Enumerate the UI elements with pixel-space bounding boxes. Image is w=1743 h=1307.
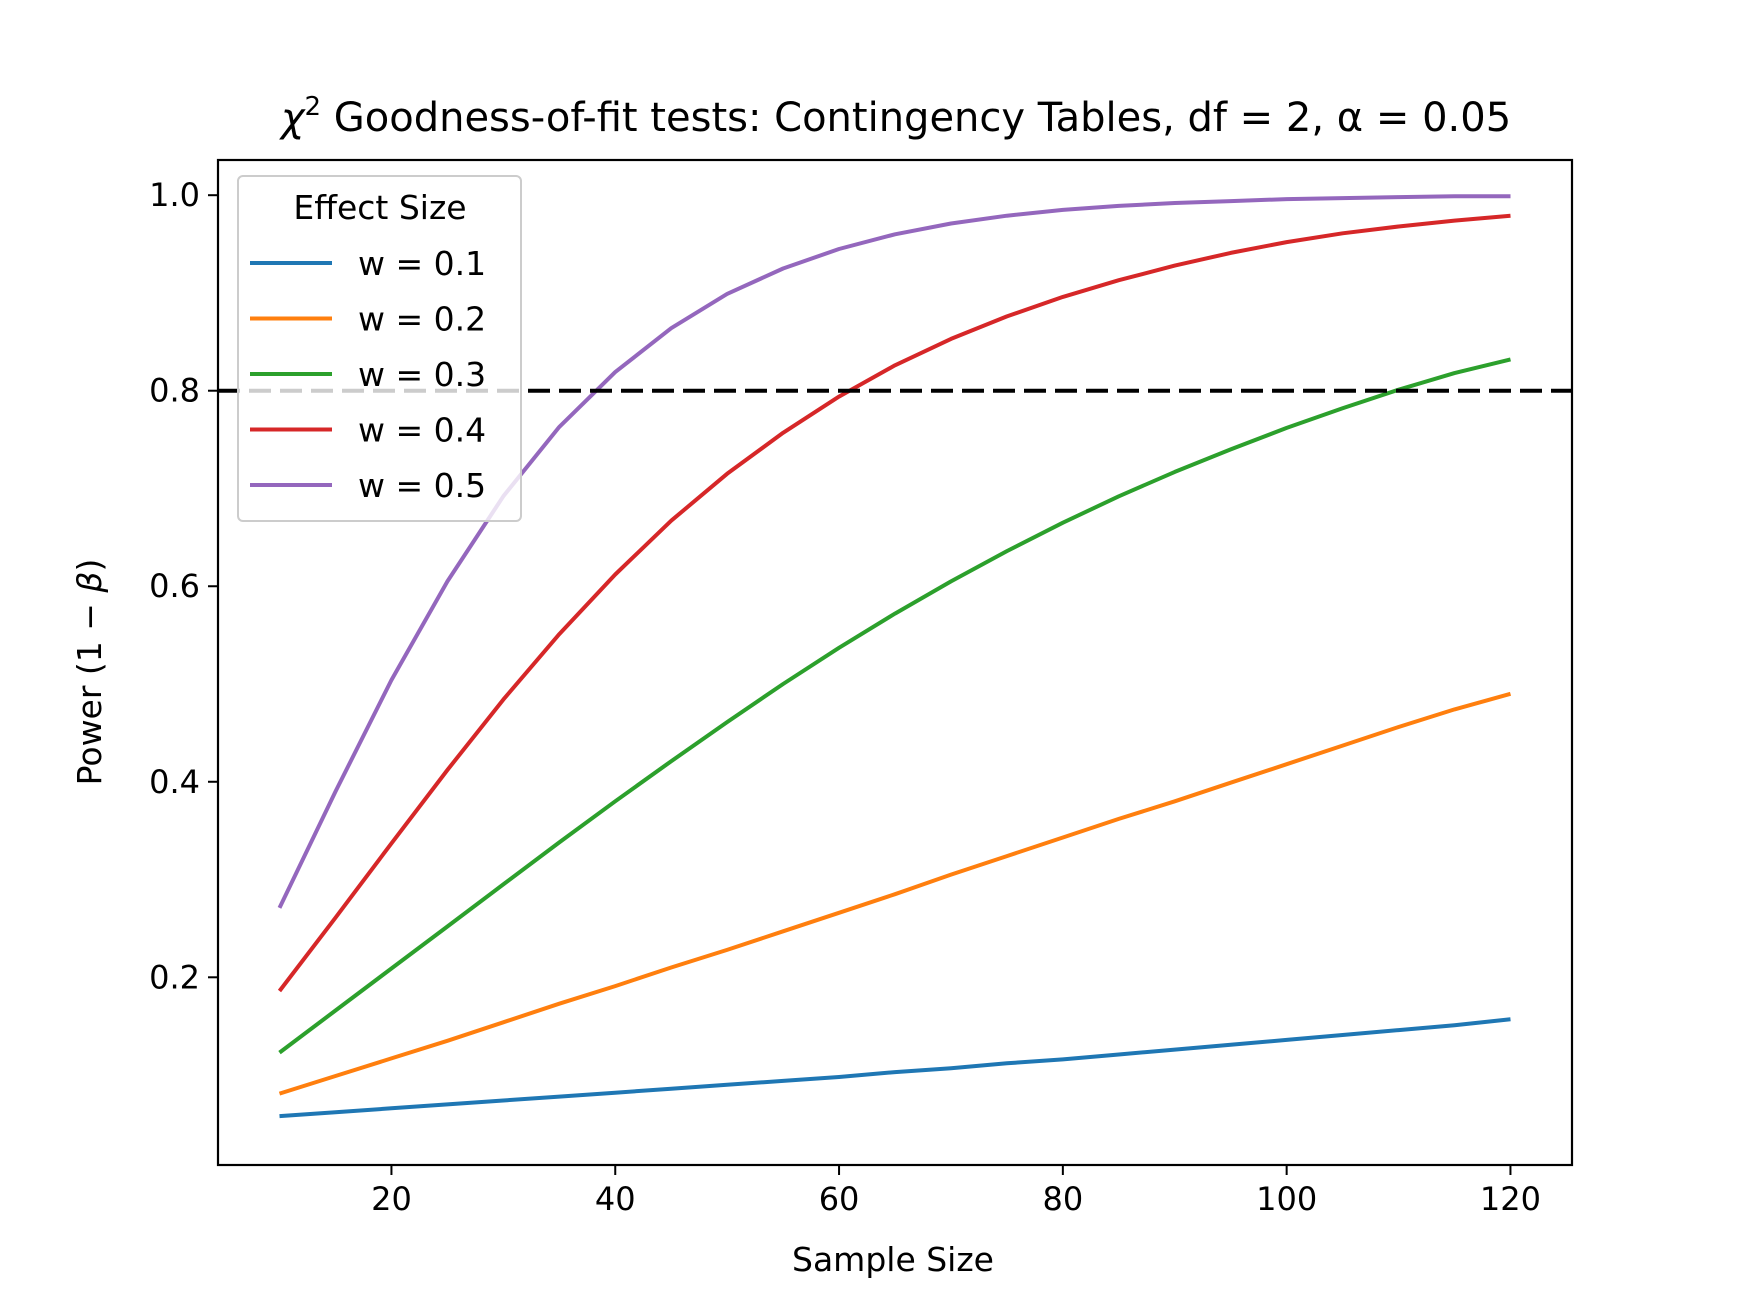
y-tick-label: 0.6 bbox=[149, 567, 200, 605]
x-tick-label: 120 bbox=[1480, 1180, 1541, 1218]
x-tick-label: 100 bbox=[1256, 1180, 1317, 1218]
legend: Effect Size w = 0.1 w = 0.2 w = 0.3 w = 0.4… bbox=[237, 175, 522, 522]
legend-items: w = 0.1 w = 0.2 w = 0.3 w = 0.4 w = 0.5 bbox=[250, 244, 486, 505]
legend-label: w = 0.4 bbox=[358, 411, 486, 450]
x-tick-label: 40 bbox=[595, 1180, 636, 1218]
title-main: Goodness-of-fit tests: Contingency Table… bbox=[321, 95, 1337, 141]
x-tick-label: 80 bbox=[1042, 1180, 1083, 1218]
y-tick-label: 0.8 bbox=[149, 372, 200, 410]
plot-area: 20 40 60 80 100 120 0.2 0.4 0.6 0.8 1.0 bbox=[149, 158, 1574, 1218]
axes-frame bbox=[216, 158, 1574, 1167]
y-axis-label-beta: β bbox=[70, 572, 109, 594]
legend-title: Effect Size bbox=[293, 188, 466, 227]
legend-label: w = 0.2 bbox=[358, 300, 486, 339]
legend-label: w = 0.3 bbox=[358, 355, 486, 394]
x-tick-label: 20 bbox=[371, 1180, 412, 1218]
x-axis-label: Sample Size bbox=[792, 1240, 994, 1279]
y-axis-label-suffix: ) bbox=[70, 559, 109, 572]
series-line-5 bbox=[277, 194, 1511, 909]
y-axis-label-prefix: Power (1 − bbox=[70, 593, 109, 786]
y-tick-label: 0.2 bbox=[149, 958, 200, 996]
legend-label: w = 0.5 bbox=[358, 466, 486, 505]
legend-label: w = 0.1 bbox=[358, 244, 486, 283]
title-alpha: α = 0.05 bbox=[1337, 95, 1511, 141]
y-tick-label: 1.0 bbox=[149, 176, 200, 214]
title-superscript: 2 bbox=[305, 92, 322, 122]
y-axis-label: Power (1 − β) bbox=[70, 559, 109, 786]
series-line-4 bbox=[277, 213, 1511, 993]
series-line-1 bbox=[279, 1017, 1511, 1119]
series-line-3 bbox=[278, 357, 1511, 1055]
y-tick-label: 0.4 bbox=[149, 763, 200, 801]
series-line-2 bbox=[278, 691, 1512, 1096]
chart-title: χ2 Goodness-of-fit tests: Contingency Ta… bbox=[279, 92, 1511, 141]
x-tick-label: 60 bbox=[819, 1180, 860, 1218]
title-chi: χ bbox=[279, 95, 306, 141]
